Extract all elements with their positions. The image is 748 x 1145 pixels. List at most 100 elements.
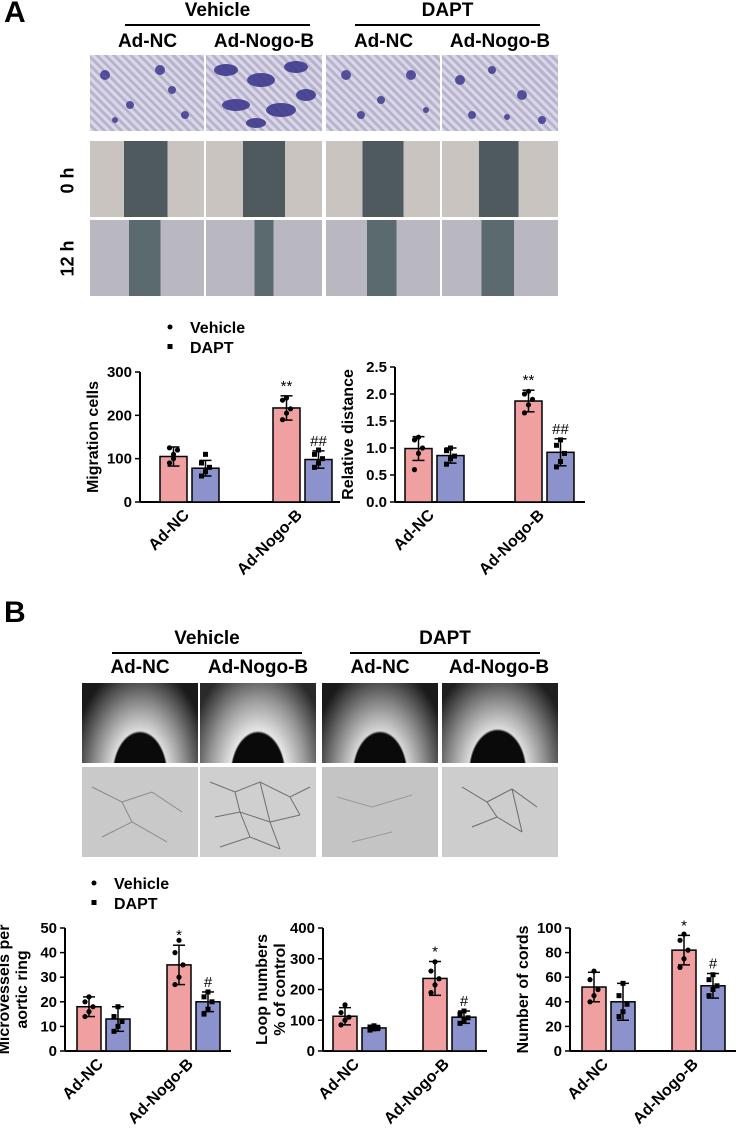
microscopy-image [206, 220, 322, 296]
data-point [710, 987, 716, 992]
microscopy-image [326, 141, 440, 217]
data-point [554, 442, 559, 448]
data-point [525, 402, 532, 408]
data-point [82, 1013, 88, 1020]
data-point [525, 388, 532, 394]
data-point [461, 1017, 467, 1023]
data-point [620, 980, 626, 986]
data-point [342, 1002, 348, 1008]
y-tick-label: 300 [290, 951, 315, 968]
data-point [461, 1008, 467, 1014]
data-point [207, 464, 212, 470]
significance-label: * [681, 917, 687, 934]
x-tick-label: Ad-NC [391, 506, 439, 554]
data-point [444, 448, 449, 454]
data-point [457, 1011, 463, 1017]
column-header: Ad-Nogo-B [207, 657, 309, 678]
y-axis-label: Migration cells [85, 381, 102, 493]
legend-label: DAPT [190, 340, 234, 357]
data-point [119, 1018, 125, 1024]
data-point [428, 989, 434, 996]
y-tick-label: 100 [107, 451, 132, 468]
data-point [411, 467, 418, 473]
y-tick-label: 2.0 [366, 386, 387, 403]
data-point [620, 1009, 626, 1015]
y-tick-label: 30 [40, 969, 57, 986]
microscopy-image [82, 683, 198, 763]
data-point [562, 450, 567, 456]
group-header-dapt: DAPT [419, 628, 471, 649]
bar [361, 1027, 387, 1052]
bar [514, 400, 543, 503]
significance-label: ** [281, 378, 293, 395]
data-point [82, 999, 88, 1005]
data-point [115, 1023, 121, 1029]
data-point [587, 977, 593, 983]
data-point [521, 391, 528, 397]
group-underline [350, 652, 540, 654]
data-point [176, 937, 182, 943]
significance-label: * [432, 944, 438, 961]
panel-a-label: A [4, 0, 26, 29]
data-point [283, 395, 290, 401]
data-point [444, 461, 449, 467]
y-axis-label: Microvessels per [0, 925, 13, 1055]
y-tick-label: 400 [290, 920, 315, 937]
data-point [279, 397, 286, 403]
microscopy-image [326, 220, 440, 296]
data-point [205, 1006, 211, 1012]
y-tick-label: 0 [49, 1043, 57, 1060]
y-tick-label: 300 [107, 364, 132, 381]
y-tick-label: 40 [40, 945, 57, 962]
data-point [166, 445, 173, 451]
y-tick-label: 200 [107, 407, 132, 424]
legend-marker-square [91, 900, 97, 905]
data-point [279, 417, 286, 423]
data-point [457, 1020, 463, 1026]
data-point [170, 451, 177, 457]
x-tick-label: Ad-NC [565, 1055, 613, 1103]
microscopy-image [442, 767, 558, 857]
legend-marker-circle [91, 880, 97, 886]
group-underline [125, 24, 310, 26]
data-point [681, 931, 687, 937]
data-point [428, 968, 434, 974]
x-tick-label: Ad-Nogo-B [476, 507, 548, 579]
data-point [199, 460, 204, 466]
y-tick-label: 40 [545, 994, 562, 1011]
data-point [166, 460, 173, 466]
bar [671, 949, 697, 1052]
microscopy-image [442, 220, 558, 296]
data-point [346, 1014, 352, 1020]
data-point [415, 434, 422, 440]
microscopy-image [90, 141, 204, 217]
data-point [115, 1004, 121, 1010]
data-point [681, 956, 687, 962]
data-point [86, 1009, 92, 1015]
data-point [554, 464, 559, 470]
row-label: 12 h [57, 240, 78, 277]
data-point [172, 981, 178, 988]
microscopy-image [322, 767, 438, 857]
y-tick-label: 60 [545, 969, 562, 986]
bar [272, 407, 301, 503]
data-point [180, 962, 186, 968]
data-point [316, 460, 321, 466]
x-tick-label: Ad-Nogo-B [630, 1056, 702, 1128]
y-tick-label: 0 [124, 494, 132, 511]
y-tick-label: 100 [290, 1012, 315, 1029]
data-point [448, 445, 453, 451]
significance-label: ## [310, 433, 327, 450]
x-tick-label: Ad-Nogo-B [381, 1056, 453, 1128]
data-point [86, 994, 92, 1000]
data-point [706, 977, 712, 983]
y-tick-label: 10 [40, 1018, 57, 1035]
y-tick-label: 0.5 [366, 467, 387, 484]
legend-label: Vehicle [114, 876, 169, 893]
data-point [529, 396, 536, 402]
data-point [367, 1027, 373, 1033]
data-point [203, 469, 208, 475]
data-point [685, 947, 691, 953]
data-point [558, 437, 563, 443]
